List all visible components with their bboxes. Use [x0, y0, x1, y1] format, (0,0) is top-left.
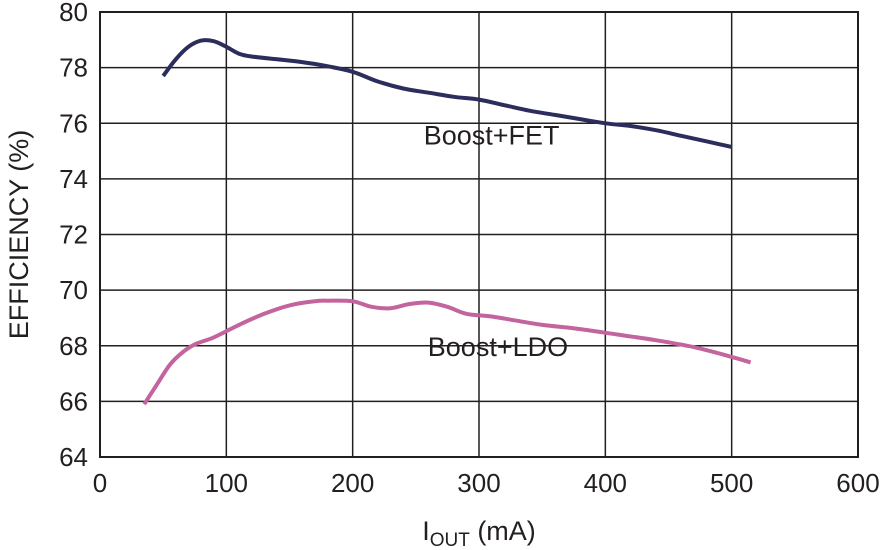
series-line-boost-ldo — [142, 298, 752, 406]
x-tick-label: 600 — [836, 468, 879, 498]
series-labels: Boost+FET Boost+LDO — [424, 120, 568, 361]
series-line-boost-fet — [161, 38, 733, 149]
x-tick-label: 300 — [457, 468, 500, 498]
series-label-boost-ldo: Boost+LDO — [428, 332, 568, 362]
y-tick-label: 68 — [59, 331, 88, 361]
y-tick-labels: 64 66 68 70 72 74 76 78 80 — [59, 0, 88, 472]
y-axis-title: EFFICIENCY (%) — [4, 130, 34, 340]
x-axis-title-subscript: OUT — [430, 530, 471, 550]
x-tick-labels: 0 100 200 300 400 500 600 — [93, 468, 880, 498]
x-axis-title-unit: (mA) — [470, 516, 536, 546]
x-tick-label: 400 — [584, 468, 627, 498]
y-tick-label: 74 — [59, 164, 88, 194]
grid — [100, 12, 858, 457]
y-tick-label: 66 — [59, 386, 88, 416]
series-label-boost-fet: Boost+FET — [424, 120, 560, 150]
x-axis-title: IOUT (mA) — [422, 516, 536, 550]
x-tick-label: 100 — [205, 468, 248, 498]
y-tick-label: 70 — [59, 275, 88, 305]
y-tick-label: 64 — [59, 442, 88, 472]
y-tick-label: 80 — [59, 0, 88, 27]
y-tick-label: 72 — [59, 220, 88, 250]
x-tick-label: 0 — [93, 468, 107, 498]
x-tick-label: 500 — [710, 468, 753, 498]
series-layer — [142, 38, 752, 406]
y-tick-label: 76 — [59, 108, 88, 138]
x-axis-title-main: I — [422, 516, 430, 546]
x-tick-label: 200 — [331, 468, 374, 498]
y-tick-label: 78 — [59, 53, 88, 83]
plot-frame — [99, 11, 859, 458]
